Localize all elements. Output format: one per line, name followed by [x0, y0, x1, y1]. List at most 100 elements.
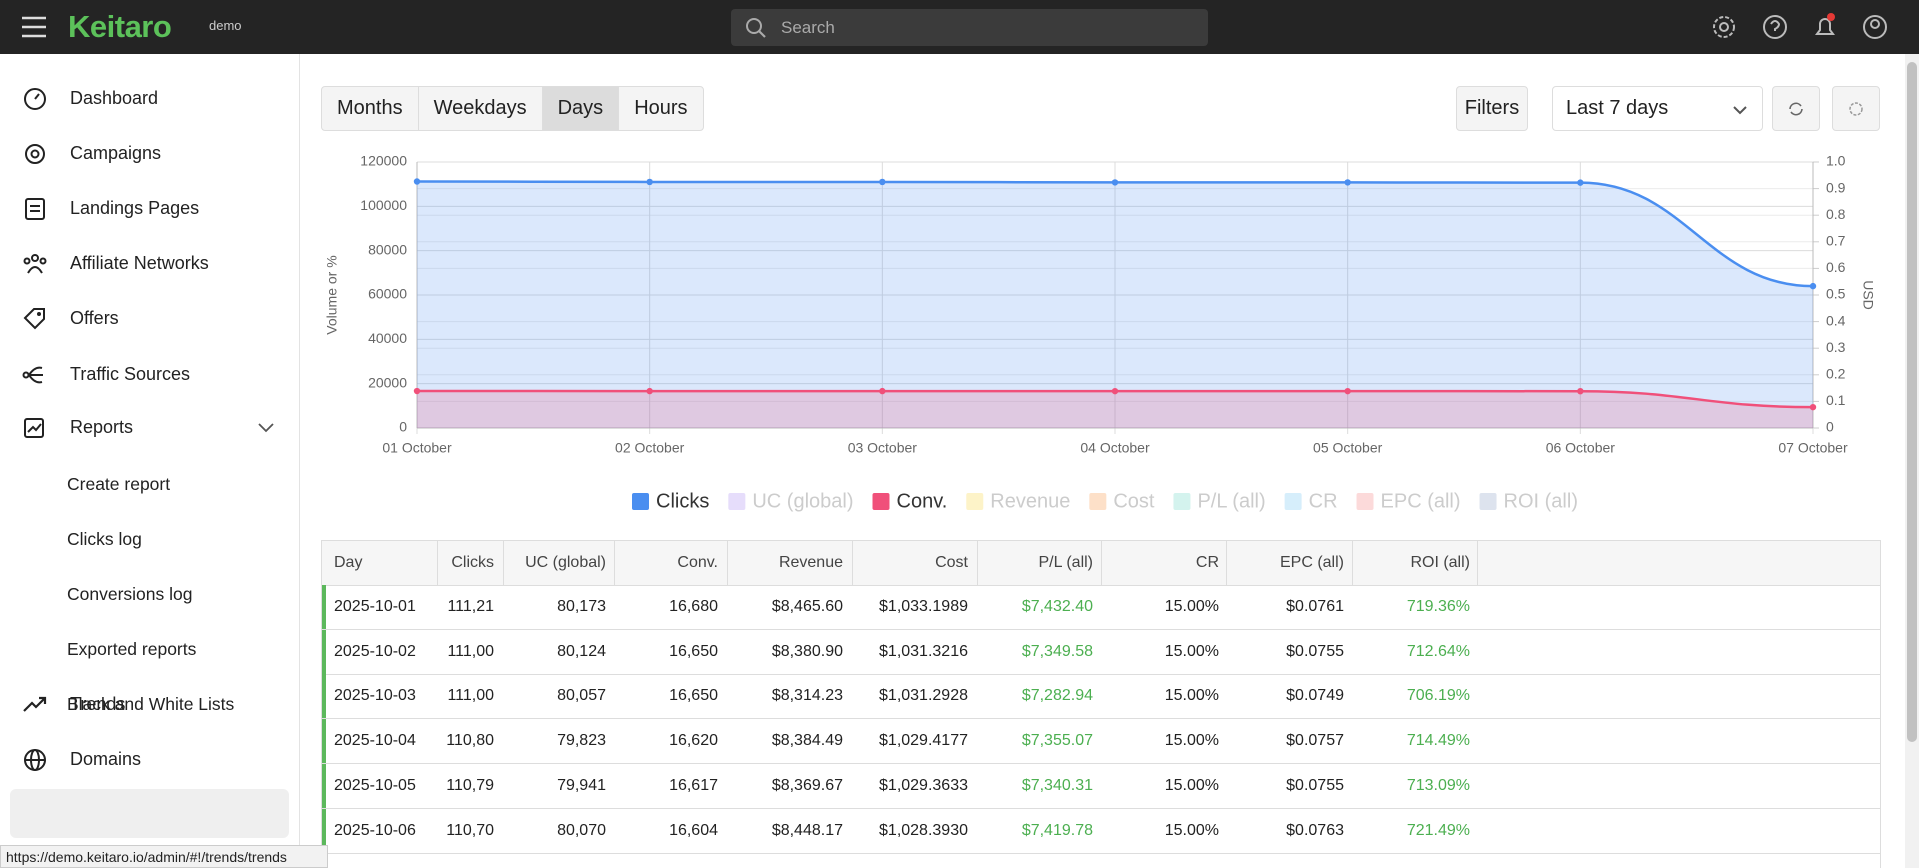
legend-swatch[interactable] [966, 493, 984, 510]
nav-item[interactable]: Traffic Sources [70, 364, 191, 384]
nav-icon [23, 696, 47, 712]
nav-icon [23, 254, 47, 274]
table-cell: $1,029.4177 [879, 732, 968, 750]
point [646, 178, 653, 186]
table-cell: 110,79 [446, 776, 494, 794]
y-tick-label: 80000 [368, 241, 407, 257]
point [1809, 282, 1817, 290]
chart: 0 0.1 0.2 0.3 0.4 0.5 0.6 0.7 0.8 0.9 1.0 0 20000 400… [324, 153, 1877, 513]
x-tick-label: 02 October [615, 440, 685, 456]
notifications-icon[interactable] [1815, 18, 1835, 35]
settings-button[interactable] [1832, 86, 1880, 131]
legend-swatch[interactable] [1479, 493, 1497, 510]
table-cell: 80,173 [557, 598, 606, 615]
legend-label[interactable]: Clicks [656, 490, 709, 512]
column-header[interactable]: Day [334, 554, 363, 571]
profile-icon[interactable] [1863, 15, 1887, 39]
column-header[interactable]: ROI (all) [1410, 554, 1470, 571]
table-cell: $1,031.2928 [879, 687, 968, 705]
legend-label[interactable]: CR [1309, 490, 1338, 512]
y2-tick-label: 0.2 [1826, 366, 1846, 382]
table-cell: $8,314.23 [771, 687, 843, 705]
help-icon[interactable] [1763, 15, 1787, 39]
nav-item[interactable]: Dashboard [70, 88, 159, 108]
range-select[interactable]: Last 7 days [1552, 86, 1763, 131]
settings-icon[interactable] [1713, 16, 1735, 38]
table-cell: $7,355.07 [1021, 732, 1093, 750]
point [413, 178, 421, 185]
legend-swatch[interactable] [1173, 493, 1191, 510]
period-tab[interactable]: Hours [634, 97, 688, 119]
column-header[interactable]: EPC (all) [1279, 554, 1344, 571]
menu-button[interactable] [22, 16, 46, 38]
legend-label[interactable]: UC (global) [752, 490, 853, 512]
nav-subitem[interactable]: Conversions log [67, 584, 193, 604]
top-bar: Keitaro demo Search [0, 0, 1919, 54]
nav-item[interactable]: Offers [70, 308, 119, 328]
table-cell: 16,604 [669, 821, 718, 839]
legend-swatch[interactable] [872, 493, 890, 510]
column-header[interactable]: Clicks [451, 554, 494, 571]
legend-label[interactable]: Cost [1113, 490, 1155, 512]
legend-swatch[interactable] [1356, 493, 1374, 510]
nav-icon [25, 144, 45, 164]
column-header[interactable]: CR [1195, 554, 1219, 571]
table-cell: 2025-10-02 [334, 642, 416, 660]
table-cell: 16,680 [669, 598, 718, 615]
column-divider [614, 541, 615, 585]
period-tab[interactable]: Weekdays [419, 87, 543, 130]
legend-label[interactable]: EPC (all) [1381, 490, 1461, 512]
period-tab[interactable]: Months [322, 87, 419, 130]
range-label: Last 7 days [1566, 97, 1669, 119]
nav-item[interactable]: Trends [70, 694, 126, 714]
nav-subitem[interactable]: Clicks log [67, 529, 142, 549]
table-row [322, 853, 1880, 868]
legend-swatch[interactable] [632, 493, 649, 510]
nav-subitem[interactable]: Create report [67, 474, 171, 494]
table-row: 2025-10-02 111,00 80,124 16,650 $8,380.90 $1,… [322, 629, 1880, 675]
column-divider [727, 541, 728, 585]
logo[interactable]: Keitaro [68, 9, 172, 44]
column-header[interactable]: P/L (all) [1038, 554, 1093, 571]
scroll-thumb[interactable] [1907, 62, 1917, 742]
search-box[interactable]: Search [731, 9, 1208, 46]
legend-label[interactable]: Revenue [990, 490, 1070, 512]
column-header[interactable]: Cost [935, 554, 968, 571]
table-cell: 15.00% [1164, 776, 1219, 794]
nav-item[interactable]: Affiliate Networks [70, 253, 209, 273]
column-header[interactable]: Revenue [778, 554, 843, 571]
column-header[interactable]: UC (global) [525, 554, 606, 571]
nav-subitem[interactable]: Exported reports [67, 639, 197, 659]
table-cell: $7,432.40 [1021, 598, 1093, 615]
legend-swatch[interactable] [1089, 493, 1107, 510]
table-cell: 2025-10-01 [334, 598, 416, 615]
table-cell: $7,282.94 [1021, 687, 1093, 705]
y-tick-label: 120000 [360, 153, 407, 169]
filters-button[interactable]: Filters [1456, 86, 1528, 131]
table-cell: 80,124 [557, 642, 606, 660]
column-divider [1226, 541, 1227, 585]
legend-label[interactable]: P/L (all) [1197, 490, 1265, 512]
table-cell: 80,057 [557, 687, 606, 705]
nav-item[interactable]: Landings Pages [70, 198, 200, 218]
scrollbar[interactable] [1905, 54, 1919, 868]
period-tab[interactable]: Days [542, 87, 620, 130]
x-tick-label: 07 October [1778, 440, 1848, 456]
legend-swatch[interactable] [1284, 493, 1302, 510]
table-cell: 111,00 [447, 642, 494, 660]
nav-item[interactable]: Domains [70, 749, 142, 769]
header-icons [1713, 13, 1887, 39]
nav-subitem[interactable]: Black and White Lists [67, 694, 235, 714]
table-cell: $8,380.90 [771, 642, 843, 660]
table-cell: $0.0749 [1286, 687, 1344, 705]
refresh-button[interactable] [1772, 86, 1820, 131]
legend-label[interactable]: ROI (all) [1504, 490, 1578, 512]
nav-item[interactable]: Campaigns [70, 143, 162, 163]
nav-item[interactable]: Reports [70, 417, 134, 437]
table-cell: 714.49% [1406, 732, 1470, 750]
chevron [1733, 106, 1747, 115]
legend-swatch[interactable] [728, 493, 746, 510]
legend-label[interactable]: Conv. [897, 490, 948, 512]
column-header[interactable]: Conv. [677, 554, 718, 571]
